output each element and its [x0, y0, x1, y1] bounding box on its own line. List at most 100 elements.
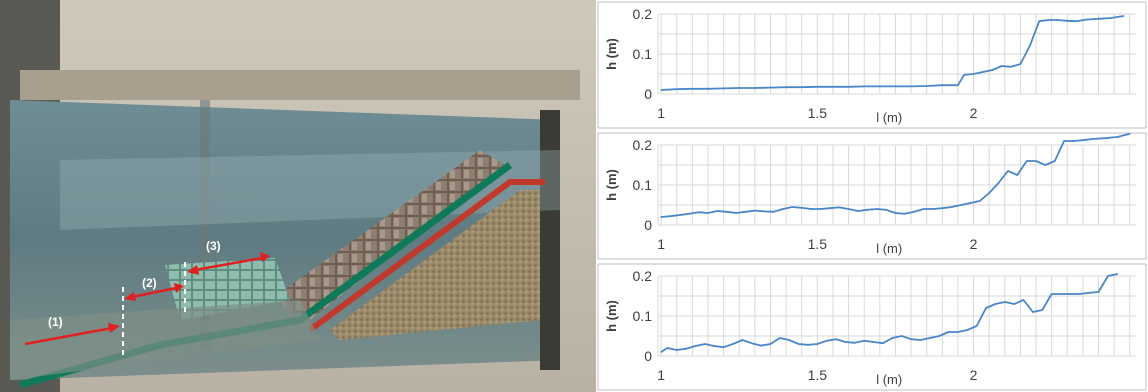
data-point: [1082, 139, 1084, 141]
data-point: [1000, 65, 1003, 67]
data-point: [707, 212, 709, 214]
data-point: [866, 209, 869, 211]
data-point: [816, 86, 819, 88]
y-tick-label: 0.1: [633, 308, 653, 324]
data-point: [732, 343, 734, 345]
data-point: [735, 212, 737, 214]
data-point: [925, 85, 928, 87]
arrow-2-head-right: [174, 283, 184, 293]
data-point: [679, 214, 681, 216]
x-tick-label: 1: [657, 367, 665, 383]
y-tick-label: 0: [644, 348, 652, 364]
data-point: [1003, 301, 1006, 303]
data-point: [982, 71, 984, 73]
data-point: [1128, 133, 1131, 135]
data-point: [825, 340, 828, 342]
y-tick-label: 0.1: [633, 46, 653, 62]
data-point: [997, 182, 1000, 184]
data-point: [857, 210, 859, 212]
chart-border: [597, 263, 1147, 391]
data-point: [772, 211, 775, 213]
y-axis-label: h (m): [604, 300, 619, 332]
data-point: [660, 216, 662, 218]
data-point: [969, 202, 972, 204]
data-point: [863, 85, 865, 88]
data-point: [913, 211, 915, 213]
data-point: [788, 339, 791, 341]
chart-border: [597, 132, 1147, 260]
data-point: [722, 87, 725, 90]
x-tick-label: 1.5: [808, 367, 828, 383]
chart-3: 0 0.1 0.2 1 1.5 2 l (m) h (m): [597, 263, 1147, 391]
y-tick-label: 0.1: [633, 177, 653, 193]
x-tick-label: 2: [970, 105, 978, 121]
data-point: [713, 345, 716, 347]
annotation-1: (1): [48, 315, 63, 329]
data-point: [1050, 293, 1053, 295]
data-point: [1088, 292, 1090, 294]
data-point: [675, 88, 678, 90]
arrow-2-head-left: [124, 292, 136, 301]
data-point: [1013, 303, 1015, 305]
y-tick-label: 0.2: [633, 6, 653, 22]
arrow-3-head-left: [187, 265, 199, 275]
data-point: [1016, 174, 1019, 176]
red-underlayer-line: [308, 179, 545, 333]
annotation-2: (2): [142, 276, 157, 290]
data-point: [844, 341, 847, 343]
data-point: [847, 86, 850, 88]
gravel-core: [330, 190, 540, 340]
arrow-3-head-right: [260, 252, 270, 262]
data-point: [919, 339, 922, 341]
data-point: [800, 86, 803, 88]
data-point: [1047, 19, 1050, 21]
data-point: [716, 210, 719, 212]
data-point: [1066, 20, 1069, 22]
data-point: [797, 343, 800, 345]
data-point: [782, 208, 784, 210]
x-tick-label: 1: [657, 105, 665, 121]
data-point: [819, 208, 822, 210]
annotation-3: (3): [206, 239, 221, 253]
data-point: [879, 85, 881, 88]
data-point: [688, 213, 691, 215]
data-point: [1038, 20, 1040, 23]
x-tick-label: 2: [970, 236, 978, 252]
seabed: [10, 300, 320, 380]
y-axis-label: h (m): [604, 38, 619, 70]
data-point: [1097, 291, 1100, 293]
data-point: [1116, 136, 1119, 138]
frame-post: [200, 100, 210, 350]
data-point: [891, 337, 894, 339]
data-point: [994, 303, 997, 305]
data-point: [1025, 160, 1028, 162]
data-point: [910, 338, 912, 340]
data-point: [910, 85, 912, 88]
x-axis-label: l (m): [876, 372, 902, 387]
frame-post-right: [540, 110, 560, 370]
data-point: [754, 87, 756, 89]
y-tick-label: 0: [644, 217, 652, 233]
data-point: [704, 343, 706, 345]
data-point: [963, 74, 965, 76]
data-point: [1035, 160, 1037, 162]
data-point: [744, 211, 747, 213]
data-point: [941, 207, 944, 209]
data-point: [829, 207, 831, 209]
x-tick-label: 1.5: [808, 105, 828, 121]
data-point: [694, 345, 697, 347]
x-tick-label: 2: [970, 367, 978, 383]
data-point: [875, 208, 878, 210]
data-point: [991, 69, 994, 71]
data-point: [972, 73, 975, 75]
data-point: [885, 209, 887, 211]
data-point: [769, 86, 772, 89]
data-point: [1110, 17, 1112, 19]
data-point: [1028, 45, 1031, 47]
data-point: [941, 84, 944, 86]
data-point: [960, 204, 962, 206]
data-point: [835, 338, 837, 340]
data-point: [697, 211, 700, 213]
data-point: [791, 206, 794, 208]
data-point: [1007, 170, 1009, 172]
